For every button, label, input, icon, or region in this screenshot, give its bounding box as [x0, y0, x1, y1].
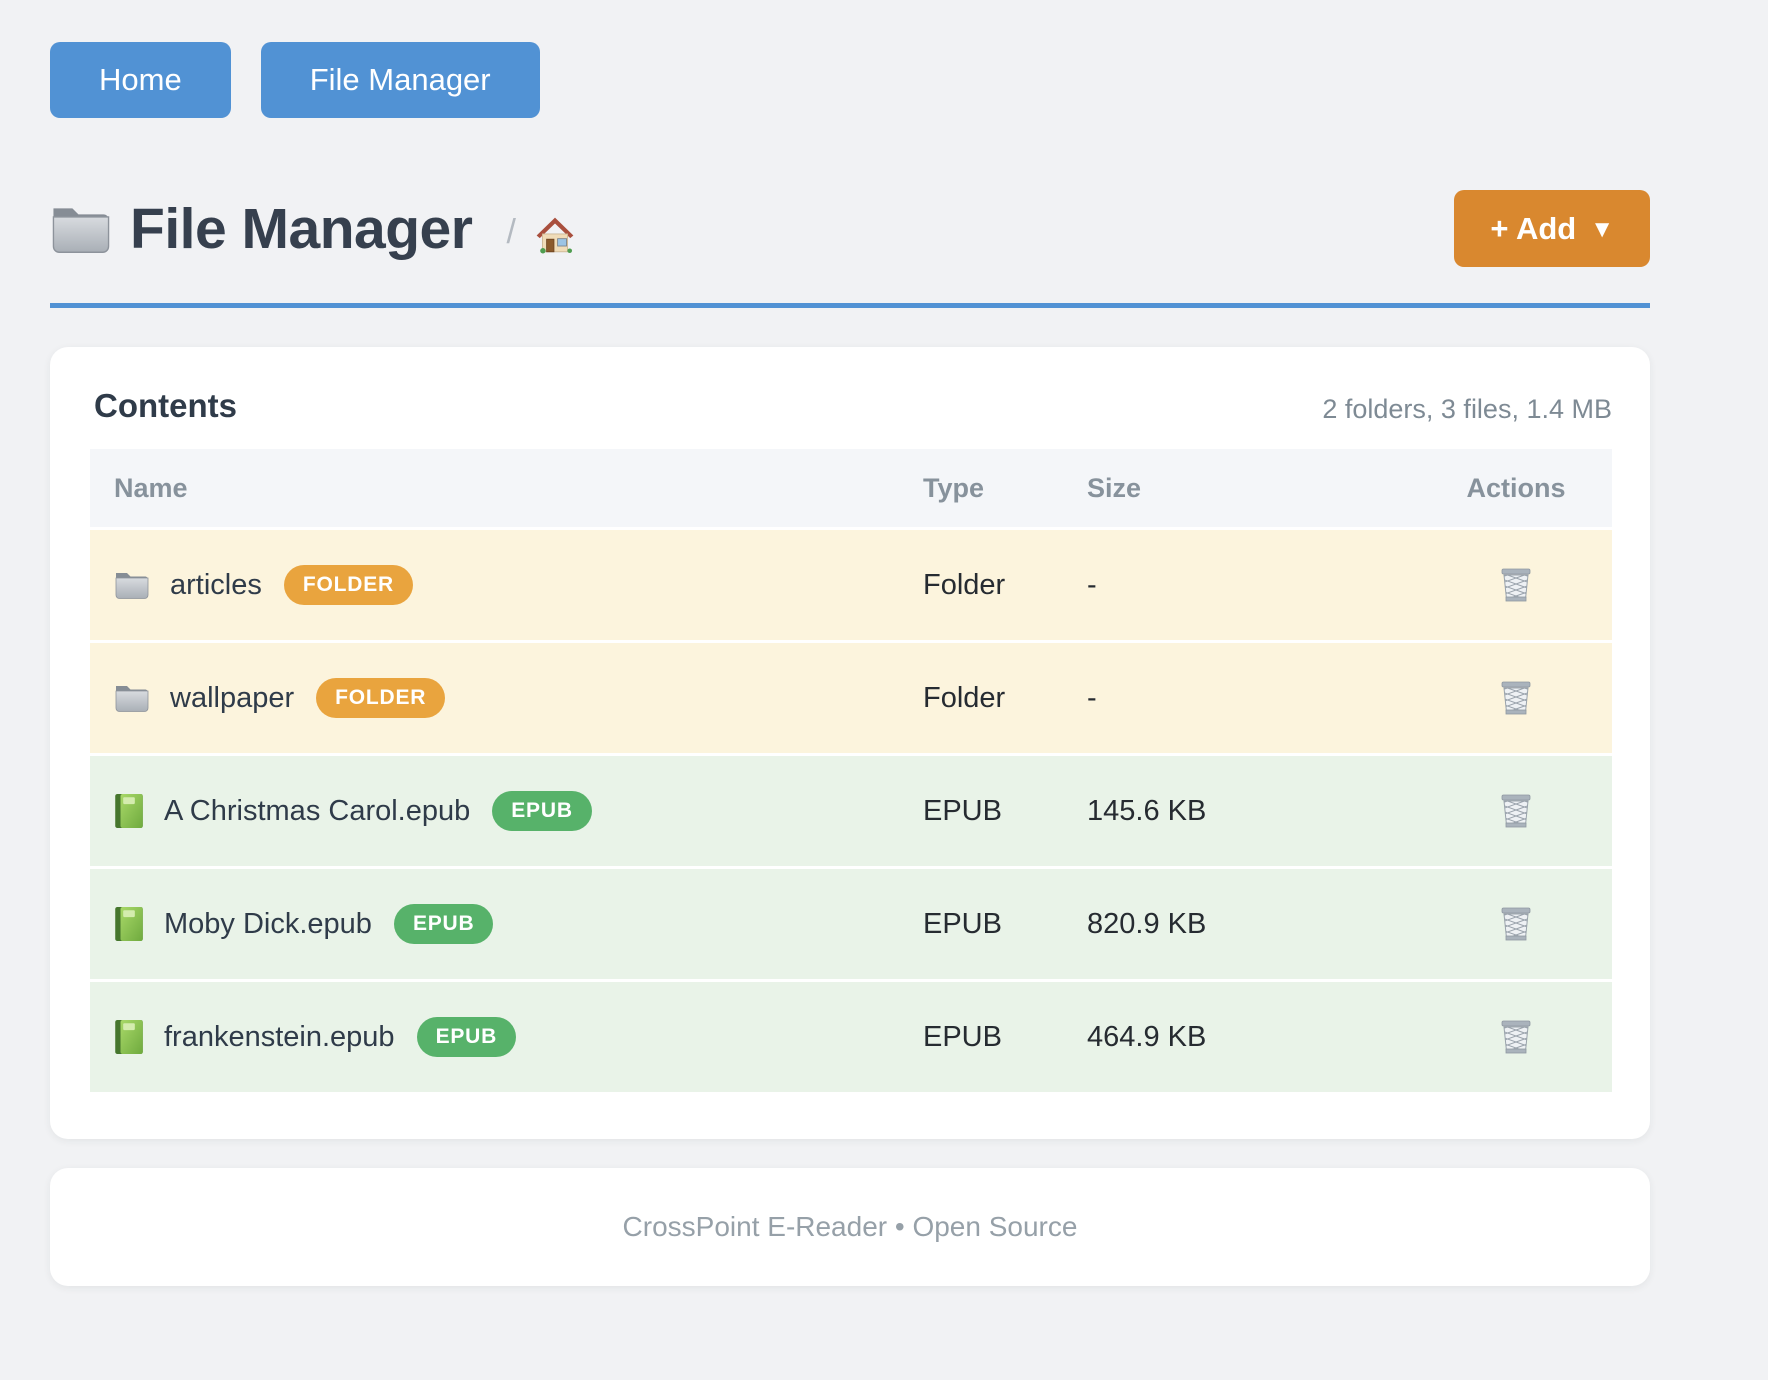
- delete-button[interactable]: [1495, 901, 1537, 947]
- size-cell: 145.6 KB: [1087, 794, 1207, 827]
- table-row[interactable]: articles FOLDER Folder -: [90, 530, 1612, 643]
- type-badge: EPUB: [492, 791, 592, 831]
- book-icon: [115, 1020, 143, 1054]
- table-row[interactable]: A Christmas Carol.epub EPUB EPUB 145.6 K…: [90, 756, 1612, 869]
- table-row[interactable]: frankenstein.epub EPUB EPUB 464.9 KB: [90, 982, 1612, 1095]
- type-cell: Folder: [923, 568, 1006, 601]
- size-cell: 820.9 KB: [1087, 907, 1207, 940]
- size-cell: 464.9 KB: [1087, 1020, 1207, 1053]
- type-cell: EPUB: [923, 1020, 1002, 1053]
- contents-heading: Contents: [94, 387, 237, 424]
- file-name[interactable]: A Christmas Carol.epub: [164, 794, 471, 827]
- add-button-label: + Add: [1490, 210, 1577, 246]
- delete-button[interactable]: [1495, 675, 1537, 721]
- add-button[interactable]: + Add ▼: [1454, 190, 1650, 267]
- book-icon: [115, 907, 143, 941]
- page-header: File Manager / + Add ▼: [50, 190, 1650, 267]
- footer-text: CrossPoint E-Reader • Open Source: [622, 1211, 1078, 1242]
- file-manager-button[interactable]: File Manager: [260, 42, 540, 118]
- breadcrumb: /: [506, 213, 516, 251]
- type-cell: Folder: [923, 681, 1006, 714]
- column-header-type: Type: [923, 472, 985, 503]
- delete-button[interactable]: [1495, 562, 1537, 608]
- home-button[interactable]: Home: [50, 42, 231, 118]
- page: Home File Manager File Manager / + Add ▼: [50, 0, 1650, 1286]
- book-icon: [115, 794, 143, 828]
- title-divider: [50, 303, 1650, 308]
- type-badge: EPUB: [393, 904, 494, 944]
- size-cell: -: [1087, 568, 1097, 601]
- top-nav: Home File Manager: [50, 0, 1650, 118]
- folder-icon: [115, 686, 149, 712]
- file-name[interactable]: Moby Dick.epub: [164, 907, 372, 940]
- delete-button[interactable]: [1495, 788, 1537, 834]
- type-badge: EPUB: [416, 1017, 517, 1057]
- type-badge: FOLDER: [316, 678, 446, 718]
- file-table: Name Type Size Actions articles FOLDER F…: [90, 449, 1612, 1095]
- folder-icon: [115, 573, 149, 599]
- trash-icon: [1501, 1020, 1531, 1054]
- trash-icon: [1501, 568, 1531, 602]
- contents-summary: 2 folders, 3 files, 1.4 MB: [1322, 394, 1612, 424]
- type-cell: EPUB: [923, 907, 1002, 940]
- title-wrap: File Manager /: [50, 196, 576, 262]
- contents-card: Contents 2 folders, 3 files, 1.4 MB Name…: [50, 347, 1650, 1139]
- folder-icon: [52, 207, 110, 253]
- column-header-name: Name: [114, 472, 188, 503]
- table-row[interactable]: wallpaper FOLDER Folder -: [90, 643, 1612, 756]
- delete-button[interactable]: [1495, 1014, 1537, 1060]
- table-header: Name Type Size Actions: [90, 449, 1612, 530]
- home-icon[interactable]: [534, 214, 576, 256]
- trash-icon: [1501, 794, 1531, 828]
- file-name[interactable]: wallpaper: [170, 681, 295, 714]
- chevron-down-icon: ▼: [1590, 215, 1614, 243]
- table-row[interactable]: Moby Dick.epub EPUB EPUB 820.9 KB: [90, 869, 1612, 982]
- footer: CrossPoint E-Reader • Open Source: [50, 1168, 1650, 1286]
- type-cell: EPUB: [923, 794, 1002, 827]
- page-title: File Manager: [130, 196, 473, 261]
- column-header-size: Size: [1087, 472, 1142, 503]
- trash-icon: [1501, 907, 1531, 941]
- size-cell: -: [1087, 681, 1097, 714]
- trash-icon: [1501, 681, 1531, 715]
- column-header-actions: Actions: [1466, 472, 1566, 503]
- file-name[interactable]: articles: [170, 568, 262, 601]
- type-badge: FOLDER: [283, 565, 413, 605]
- file-name[interactable]: frankenstein.epub: [164, 1020, 395, 1053]
